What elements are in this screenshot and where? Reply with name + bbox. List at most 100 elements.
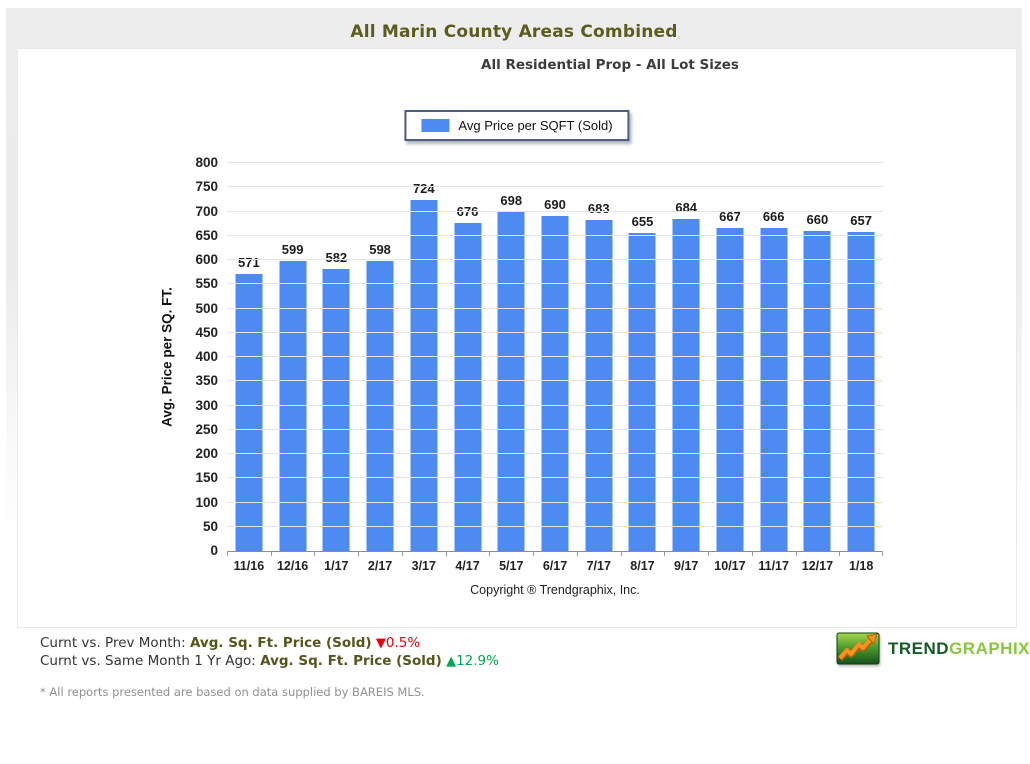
chart-subtitle: All Residential Prop - All Lot Sizes — [481, 57, 739, 73]
bar[interactable] — [541, 216, 569, 551]
legend-swatch-blue — [421, 119, 450, 132]
down-triangle-icon: ▼ — [375, 636, 386, 651]
y-tick-label: 800 — [195, 155, 218, 170]
gridline — [227, 162, 883, 163]
x-tick-label: 5/17 — [499, 559, 524, 573]
bar-value-label: 684 — [675, 200, 698, 216]
gridline — [227, 428, 883, 430]
bar-slot: 666 — [752, 163, 796, 551]
gridline — [227, 307, 883, 309]
gridline — [227, 283, 883, 285]
bar-slot: 676 — [446, 163, 490, 551]
bar-value-label: 598 — [369, 241, 391, 257]
bar-value-label: 683 — [587, 200, 610, 216]
bar-value-label: 655 — [631, 214, 654, 230]
stat-prev-month: Curnt vs. Prev Month: Avg. Sq. Ft. Price… — [40, 635, 499, 653]
x-axis-tick — [270, 551, 272, 556]
x-axis-tick — [795, 551, 797, 556]
bar-value-label: 724 — [412, 180, 435, 196]
gridline — [227, 259, 883, 260]
logo-trend-text: TREND — [888, 638, 950, 658]
bar[interactable] — [235, 274, 263, 551]
x-axis-tick — [576, 551, 578, 556]
bar[interactable] — [628, 233, 656, 551]
y-tick-label: 400 — [195, 349, 218, 364]
bar[interactable] — [410, 199, 438, 551]
gridline — [227, 210, 883, 212]
bar-slot: 724 — [402, 163, 446, 551]
y-tick-label: 150 — [195, 470, 218, 486]
x-axis-tick — [664, 551, 666, 556]
gridline — [227, 331, 883, 333]
bar-value-label: 571 — [238, 255, 260, 271]
bar-slot: 667 — [708, 163, 752, 551]
logo-wordmark: TRENDGRAPHIX — [888, 639, 1030, 659]
x-tick-label: 2/17 — [367, 559, 393, 573]
bar-slot: 660 — [796, 163, 840, 551]
bar-slot: 571 — [227, 163, 271, 551]
x-axis-tick — [533, 551, 535, 556]
x-axis-tick — [620, 551, 622, 556]
bar[interactable] — [454, 223, 482, 551]
x-axis-labels: 11/16 12/16 1/17 2/17 3/17 4/17 5/17 6/17 7/17 8/… — [227, 559, 883, 573]
x-tick-label: 3/17 — [411, 559, 436, 573]
comparison-stats: Curnt vs. Prev Month: Avg. Sq. Ft. Price… — [40, 635, 499, 670]
bar[interactable] — [585, 219, 613, 551]
bar-slot: 598 — [358, 163, 402, 551]
page-title: All Marin County Areas Combined — [350, 22, 678, 42]
x-axis-tick — [839, 551, 841, 556]
gridline — [227, 356, 883, 357]
gridline — [227, 525, 883, 527]
bar[interactable] — [672, 219, 700, 551]
bar[interactable] — [760, 228, 788, 551]
trend-up-chart-icon — [836, 632, 880, 665]
stat-value: 0.5% — [385, 635, 421, 651]
footnote-disclaimer: * All reports presented are based on dat… — [40, 685, 425, 699]
x-axis-tick — [358, 551, 360, 556]
bar[interactable] — [322, 268, 350, 551]
x-axis-tick — [882, 551, 883, 556]
bar[interactable] — [366, 260, 394, 551]
gridline — [227, 477, 883, 479]
y-tick-label: 250 — [195, 421, 218, 437]
y-tick-label: 350 — [195, 373, 218, 389]
x-axis-tick — [401, 551, 403, 556]
y-tick-label: 500 — [195, 300, 218, 316]
up-triangle-icon: ▲ — [446, 653, 457, 669]
stat-value: 12.9% — [456, 652, 499, 669]
gridline — [227, 186, 883, 188]
bar-slot: 657 — [839, 163, 883, 551]
x-tick-label: 6/17 — [542, 559, 568, 573]
y-tick-label: 600 — [195, 252, 218, 267]
y-tick-label: 550 — [195, 276, 218, 292]
x-tick-label: 8/17 — [630, 559, 655, 573]
chart-legend[interactable]: Avg Price per SQFT (Sold) — [404, 110, 630, 141]
y-tick-label: 100 — [195, 494, 218, 510]
bar[interactable] — [497, 212, 525, 551]
bars-row: 571 599 582 598 724 676 698 690 683 655 684 667 666 6… — [227, 163, 883, 551]
x-tick-label: 9/17 — [674, 559, 699, 573]
x-axis-tick — [489, 551, 491, 556]
logo-graphix-text: GRAPHIX — [949, 638, 1030, 658]
stat-prefix: Curnt vs. Same Month 1 Yr Ago: — [40, 652, 261, 669]
y-tick-label: 650 — [195, 227, 218, 243]
x-tick-label: 11/16 — [233, 559, 265, 573]
bar-value-label: 582 — [325, 249, 348, 265]
x-tick-label: 12/17 — [801, 559, 834, 573]
bar-slot: 599 — [271, 163, 315, 551]
plot-area: 571 599 582 598 724 676 698 690 683 655 684 667 666 6… — [227, 162, 883, 573]
gridline — [227, 380, 883, 382]
bar-value-label: 599 — [281, 241, 304, 257]
copyright-line: Copyright ® Trendgraphix, Inc. — [470, 583, 640, 597]
bar-value-label: 690 — [544, 197, 566, 213]
y-tick-label: 450 — [195, 324, 218, 340]
bar-value-label: 657 — [850, 213, 872, 229]
bar[interactable] — [847, 232, 875, 551]
bar-slot: 684 — [664, 163, 708, 551]
bar[interactable] — [279, 260, 307, 551]
bar[interactable] — [803, 230, 831, 551]
x-tick-label: 7/17 — [586, 559, 611, 573]
bar-value-label: 667 — [719, 208, 741, 224]
bar[interactable] — [716, 227, 744, 551]
gridline — [227, 501, 883, 503]
